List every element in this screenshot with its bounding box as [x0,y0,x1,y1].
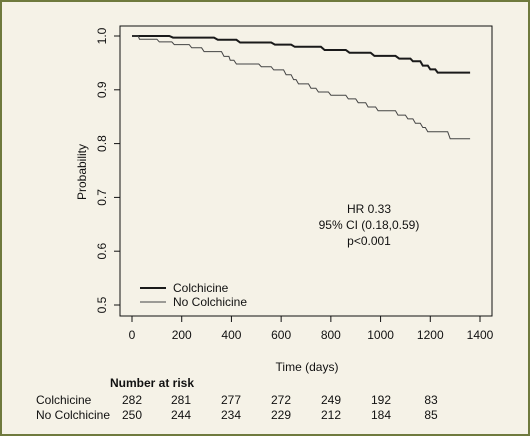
annotation-hr: HR 0.33 [347,202,391,216]
chart-series [132,35,471,140]
legend-label-colchicine: Colchicine [173,281,229,295]
x-tick-label: 400 [221,328,241,342]
y-tick-label: 0.8 [95,135,109,152]
plot-box [119,25,493,317]
risk-row-label: Colchicine [36,393,92,407]
y-tick-label: 1.0 [95,27,109,44]
risk-row-label: No Colchicine [36,408,111,422]
y-tick-label: 0.6 [95,243,109,260]
series-line-colchicine [132,35,471,74]
x-tick-label: 1200 [417,328,444,342]
x-tick-label: 1000 [367,328,394,342]
risk-cell: 281 [170,393,192,407]
risk-cell: 234 [220,408,242,422]
risk-cell: 244 [170,408,192,422]
x-tick-label: 1400 [467,328,494,342]
series-line-no-colchicine [132,35,471,140]
x-axis-label: Time (days) [276,360,339,374]
y-axis-label: Probability [75,144,89,200]
x-tick-label: 600 [271,328,291,342]
risk-cell: 212 [320,408,342,422]
annotation: HR 0.33 95% CI (0.18,0.59) p<0.001 [319,202,420,248]
chart-axes: 0.5 0.6 0.7 0.8 0.9 1.0 0 200 400 600 800 1000 1200 1… [95,25,494,342]
risk-cell: 192 [370,393,392,407]
x-tick-label: 800 [321,328,341,342]
x-tick-label: 0 [129,328,136,342]
risk-table-title: Number at risk [110,376,195,390]
risk-cell: 272 [270,393,292,407]
risk-cell: 229 [270,408,292,422]
risk-cell: 85 [424,408,438,422]
legend-label-no-colchicine: No Colchicine [173,295,247,309]
risk-cell: 250 [121,408,143,422]
risk-cell: 83 [424,393,438,407]
risk-cell: 282 [121,393,143,407]
risk-cell: 277 [220,393,242,407]
annotation-ci: 95% CI (0.18,0.59) [319,218,420,232]
risk-cell: 249 [320,393,342,407]
y-tick-label: 0.7 [95,189,109,206]
annotation-p: p<0.001 [347,234,391,248]
y-tick-label: 0.5 [95,296,109,313]
risk-cell: 184 [370,408,392,422]
legend: Colchicine No Colchicine [140,281,247,309]
y-tick-label: 0.9 [95,81,109,98]
x-tick-label: 200 [172,328,192,342]
